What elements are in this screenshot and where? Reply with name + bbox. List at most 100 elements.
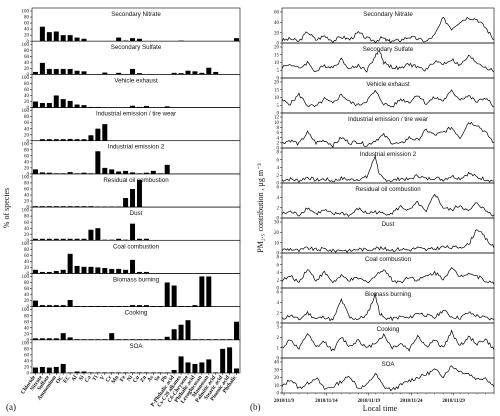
series-line — [281, 293, 495, 322]
panel-b-ytick-label: 8 — [277, 151, 280, 156]
bar — [32, 169, 38, 174]
panel-b-ytick-label: 2 — [277, 311, 280, 316]
panel-a-ytick-label: 0 — [27, 173, 30, 178]
panel-a-ytick-label: 80 — [24, 82, 30, 87]
panel-a-ytick-label: 80 — [24, 49, 30, 54]
bar — [102, 167, 108, 174]
panel-b-ytick-label: 12 — [274, 116, 280, 121]
bar — [67, 138, 73, 141]
bar — [130, 259, 136, 274]
bar — [39, 271, 45, 274]
bar — [39, 172, 45, 174]
panel-a-subplot-title: Secondary Nitrate — [111, 11, 161, 18]
bar — [102, 306, 108, 307]
bar — [178, 324, 184, 340]
bar — [123, 198, 129, 208]
panel-b-ytick-label: 0 — [277, 42, 280, 47]
panel-b-ytick-label: 20 — [274, 376, 280, 381]
bar — [32, 206, 38, 208]
panel-b-xlabel: Local time — [363, 404, 398, 413]
series-line — [281, 16, 495, 44]
panel-b-ytick-label: 4 — [277, 166, 280, 171]
panel-a-ytick-label: 80 — [24, 281, 30, 286]
panel-a-xtick-label: Mn — [111, 374, 121, 385]
panel-a-ytick-label: 100 — [22, 109, 30, 114]
panel-a-ytick-label: 20 — [24, 100, 30, 105]
panel-a-ytick-label: 20 — [24, 332, 30, 337]
panel-b-ytick-label: 2 — [277, 141, 280, 146]
panel-b-ytick-label: 0 — [277, 392, 280, 397]
panel-b-ytick-label: 2 — [277, 279, 280, 284]
bar — [102, 206, 108, 208]
bar — [227, 339, 233, 340]
panel-a-xtick-label: Se — [154, 374, 162, 382]
panel-a-ytick-label: 40 — [24, 160, 30, 165]
bar — [67, 238, 73, 241]
bar — [234, 321, 240, 340]
bar — [171, 369, 177, 373]
panel-b-ytick-label: 2 — [277, 206, 280, 211]
bar — [109, 333, 115, 340]
bar — [88, 266, 94, 274]
bar — [116, 238, 122, 241]
panel-a-ytick-label: 80 — [24, 314, 30, 319]
bar — [39, 338, 45, 340]
bar — [185, 306, 191, 307]
panel-b-ytick-label: 15 — [274, 88, 280, 93]
panel-b-ytick-label: 30 — [274, 368, 280, 373]
bar — [39, 366, 45, 373]
bar — [130, 172, 136, 174]
bar — [95, 228, 101, 241]
bar — [88, 372, 94, 373]
panel-b-ytick-label: 0 — [277, 147, 280, 152]
panel-b-ytick-label: 0 — [277, 112, 280, 117]
bar — [60, 173, 66, 174]
panel-a-ytick-label: 60 — [24, 320, 30, 325]
bar — [130, 339, 136, 340]
bar — [102, 124, 108, 141]
bar — [213, 71, 219, 75]
panel-b-subplot-title: Secondary Sulfate — [363, 46, 414, 53]
panel-b-ytick-label: 0 — [277, 182, 280, 187]
bar — [81, 238, 87, 241]
bar — [74, 139, 80, 141]
bar — [95, 372, 101, 373]
bar — [109, 169, 115, 174]
bar — [39, 139, 45, 141]
bar — [192, 71, 198, 75]
bar — [46, 68, 52, 75]
panel-a-ytick-label: 100 — [22, 308, 30, 313]
bar — [74, 104, 80, 108]
panel-a-ytick-label: 40 — [24, 293, 30, 298]
panel-a-ytick-label: 40 — [24, 94, 30, 99]
bar — [95, 306, 101, 307]
bar — [234, 38, 240, 42]
bar — [39, 206, 45, 208]
bar — [53, 68, 59, 75]
bar — [206, 67, 212, 75]
bar — [53, 173, 59, 174]
bar — [67, 172, 73, 174]
bar — [130, 372, 136, 373]
panel-a-ytick-label: 40 — [24, 326, 30, 331]
bar — [136, 73, 142, 75]
panel-a-subplot-title: Vehicle exhaust — [114, 77, 158, 84]
panel-b-ytick-label: 5 — [277, 104, 280, 109]
bar — [81, 339, 87, 340]
panel-b-ytick-label: 8 — [277, 256, 280, 261]
panel-b-ytick-label: 4 — [277, 196, 280, 201]
panel-b-ytick-label: 6 — [277, 158, 280, 163]
bar — [74, 371, 80, 373]
bar — [81, 139, 87, 141]
panel-a-subplot-title: Biomass burning — [113, 276, 160, 283]
bar — [136, 173, 142, 174]
bar — [74, 70, 80, 75]
panel-a-ytick-label: 100 — [22, 10, 30, 15]
panel-a-xtick-label: Zn — [139, 374, 148, 384]
bar — [39, 238, 45, 241]
bar — [53, 366, 59, 373]
bar — [46, 367, 52, 373]
panel-b-ytick-label: 6 — [277, 186, 280, 191]
panel-a-xtick-label: Al — [71, 374, 79, 382]
